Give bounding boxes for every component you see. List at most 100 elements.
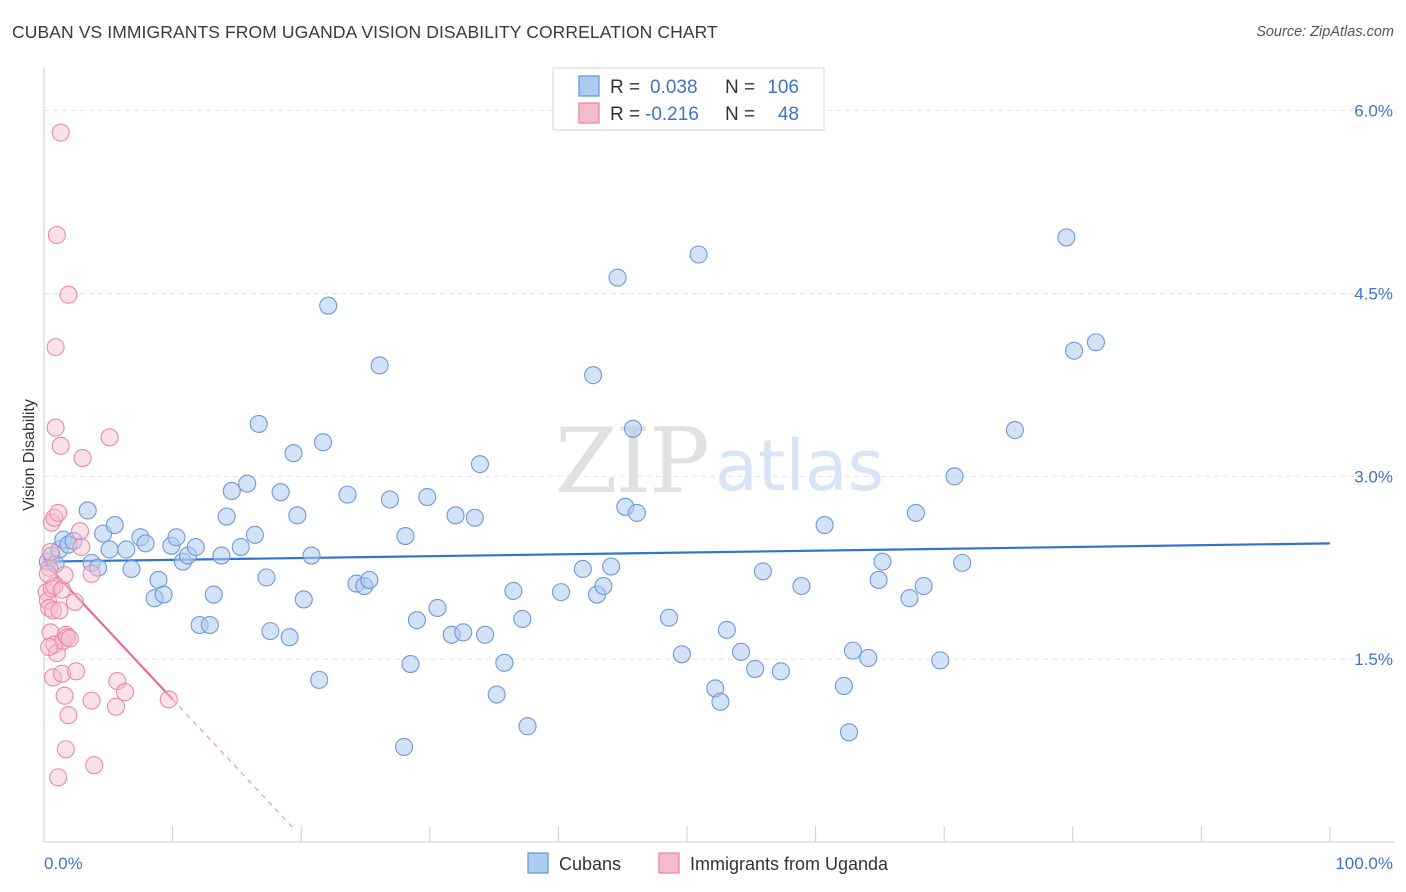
svg-text:48: 48 xyxy=(778,104,799,125)
point-uganda xyxy=(82,691,101,710)
point-cubans xyxy=(717,620,736,639)
y-tick-labels: 1.5% 3.0% 4.5% 6.0% xyxy=(1354,102,1393,670)
point-uganda xyxy=(49,768,68,787)
point-cubans xyxy=(280,628,299,647)
point-uganda xyxy=(41,623,60,642)
point-cubans xyxy=(249,414,268,433)
point-uganda xyxy=(100,428,119,447)
x-tick-label-100: 100.0% xyxy=(1335,854,1393,873)
point-cubans xyxy=(504,581,523,600)
correlation-legend: R = 0.038 N = 106 R = -0.216 N = 48 xyxy=(552,67,825,131)
point-cubans xyxy=(257,568,276,587)
point-cubans xyxy=(222,481,241,501)
point-cubans xyxy=(271,483,290,502)
point-uganda xyxy=(41,542,60,561)
svg-text:0.038: 0.038 xyxy=(650,77,698,98)
point-cubans xyxy=(212,546,231,565)
point-uganda xyxy=(52,664,72,683)
point-cubans xyxy=(1065,341,1084,360)
legend-r-value-2: -0.216 xyxy=(645,104,699,125)
svg-text:-0.216: -0.216 xyxy=(645,104,699,125)
x-ticks xyxy=(43,826,1331,842)
point-cubans xyxy=(261,622,280,641)
point-cubans xyxy=(771,662,790,681)
bottom-legend-label-uganda: Immigrants from Uganda xyxy=(690,854,889,874)
point-cubans xyxy=(843,641,862,660)
point-cubans xyxy=(78,501,97,520)
point-cubans xyxy=(428,598,447,618)
point-cubans xyxy=(117,540,136,559)
legend-swatch-cubans xyxy=(578,75,600,97)
y-tick-label: 1.5% xyxy=(1354,650,1393,669)
point-uganda xyxy=(72,537,91,557)
point-uganda xyxy=(51,436,70,455)
watermark: ZIP atlas xyxy=(555,409,884,514)
point-cubans xyxy=(401,654,420,674)
bottom-legend-label-cubans: Cubans xyxy=(559,854,621,874)
point-cubans xyxy=(608,268,627,287)
trend-line-cubans xyxy=(43,542,1331,563)
point-cubans xyxy=(360,570,379,589)
svg-text:R =: R = xyxy=(610,104,640,125)
legend-n-label-1: N = xyxy=(725,77,755,98)
point-cubans xyxy=(495,653,514,672)
point-cubans xyxy=(284,444,303,463)
uganda-points xyxy=(37,123,178,787)
point-cubans xyxy=(407,611,426,630)
cubans-points xyxy=(38,228,1105,756)
point-uganda xyxy=(43,668,63,687)
point-cubans xyxy=(136,534,155,553)
point-cubans xyxy=(396,527,415,546)
point-cubans xyxy=(906,503,925,522)
point-cubans xyxy=(869,570,888,589)
point-cubans xyxy=(594,576,613,596)
y-axis-title: Vision Disability xyxy=(21,399,38,511)
point-cubans xyxy=(672,645,691,664)
point-uganda xyxy=(42,513,61,532)
legend-r-label-1: R = xyxy=(610,77,640,98)
point-cubans xyxy=(288,506,307,525)
point-cubans xyxy=(476,625,495,644)
point-uganda xyxy=(40,637,59,657)
point-uganda xyxy=(59,706,78,725)
point-cubans xyxy=(711,692,730,711)
point-uganda xyxy=(67,662,86,681)
point-cubans xyxy=(873,552,892,571)
point-cubans xyxy=(573,559,592,579)
point-cubans xyxy=(859,648,878,667)
point-cubans xyxy=(314,433,333,452)
point-uganda xyxy=(46,338,65,357)
point-cubans xyxy=(418,488,437,507)
point-uganda xyxy=(59,285,78,304)
trend-lines xyxy=(43,542,1331,831)
svg-text:N =: N = xyxy=(725,77,755,98)
point-uganda xyxy=(115,683,135,702)
point-cubans xyxy=(154,585,173,604)
point-cubans xyxy=(945,467,964,486)
legend-r-value-1: 0.038 xyxy=(650,77,698,98)
point-cubans xyxy=(834,676,853,696)
point-cubans xyxy=(245,525,264,544)
svg-text:R =: R = xyxy=(610,77,640,98)
point-uganda xyxy=(38,564,57,583)
point-cubans xyxy=(446,506,465,525)
point-cubans xyxy=(302,546,321,565)
point-cubans xyxy=(792,576,811,596)
point-cubans xyxy=(370,356,389,375)
chart-title: CUBAN VS IMMIGRANTS FROM UGANDA VISION D… xyxy=(12,22,718,42)
point-cubans xyxy=(931,651,950,670)
point-cubans xyxy=(122,559,141,579)
legend-n-label-2: N = xyxy=(725,104,755,125)
trend-line-uganda xyxy=(43,560,174,701)
point-cubans xyxy=(518,717,537,736)
point-uganda xyxy=(55,686,74,705)
point-cubans xyxy=(900,589,919,608)
legend-swatch-uganda xyxy=(578,102,600,124)
point-cubans xyxy=(487,685,506,704)
point-cubans xyxy=(746,659,765,678)
point-cubans xyxy=(513,609,532,628)
svg-text:106: 106 xyxy=(767,77,799,98)
point-cubans xyxy=(1005,420,1024,440)
axes xyxy=(43,68,1395,843)
